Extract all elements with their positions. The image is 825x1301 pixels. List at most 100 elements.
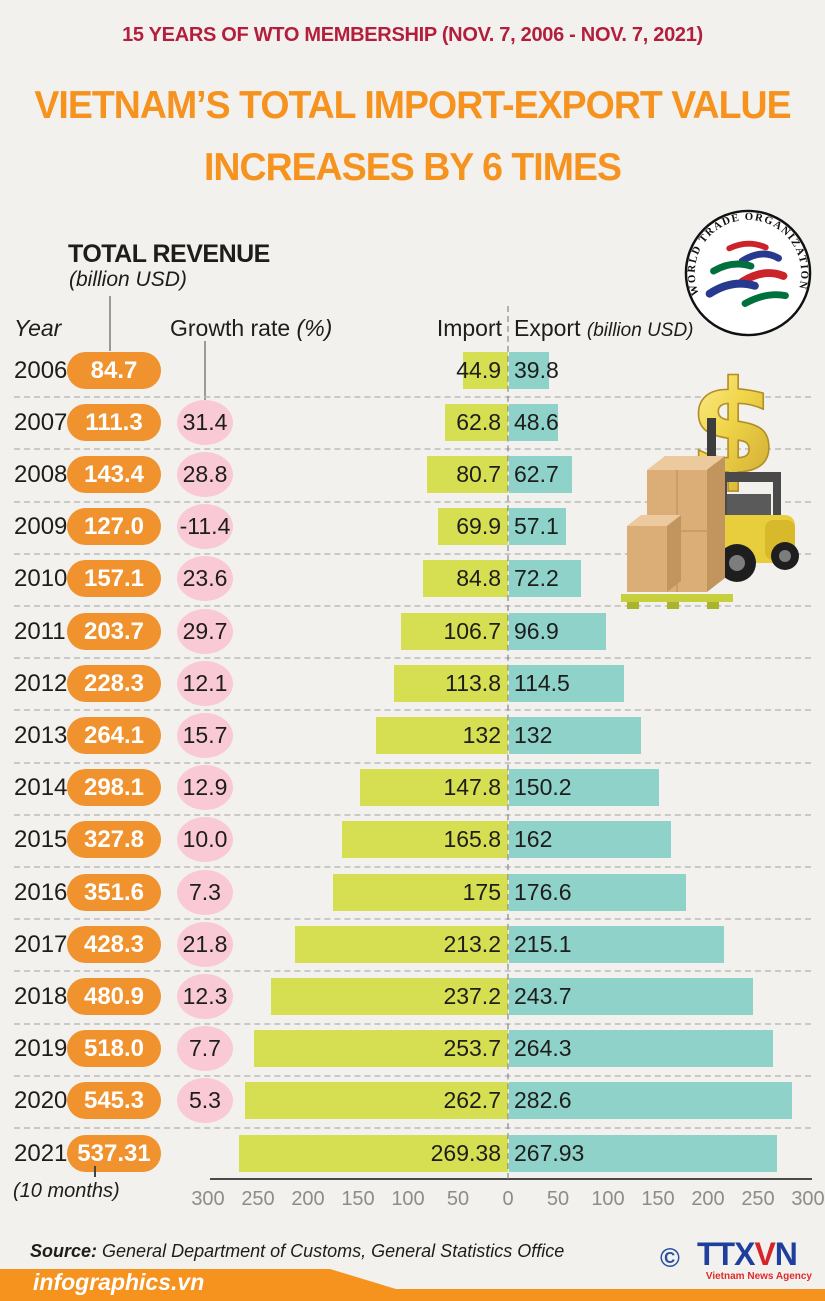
total-revenue-pill: 228.3 [67,664,161,702]
export-header-text: Export [514,315,587,341]
export-value-label: 48.6 [514,408,559,435]
row-separator-dashed [14,448,811,451]
table-row: 2010 157.1 23.6 84.8 72.2 [0,556,825,602]
year-label: 2015 [14,826,68,854]
row-separator-dashed [14,709,811,712]
growth-rate-bubble: 15.7 [177,712,233,758]
row-separator-dashed [14,657,811,660]
export-bar [509,1082,792,1120]
brand-banner [0,1269,825,1301]
import-value-label: 69.9 [456,513,501,540]
axis-tick-label: 300 [191,1188,225,1210]
axis-tick-label: 0 [502,1188,514,1210]
growth-rate-bubble: 7.3 [177,869,233,915]
wto-logo: WORLD TRADE ORGANIZATION [684,209,812,337]
table-row: 2006 84.7 44.9 39.8 [0,351,825,389]
import-value-label: 262.7 [443,1087,501,1114]
import-value-label: 106.7 [443,617,501,644]
row-separator-dashed [14,552,811,555]
import-value-label: 44.9 [456,356,501,383]
growth-rate-bubble: -11.4 [177,504,233,550]
source-label: Source: [30,1241,98,1261]
table-row: 2016 351.6 7.3 175 176.6 [0,869,825,915]
import-bar [254,1030,508,1068]
export-value-label: 72.2 [514,565,559,592]
membership-subtitle: 15 YEARS OF WTO MEMBERSHIP (NOV. 7, 2006… [122,24,703,46]
total-revenue-pill: 327.8 [67,821,161,859]
export-value-label: 282.6 [514,1087,572,1114]
export-bar [509,351,549,389]
export-bar [509,873,686,911]
growth-rate-bubble: 21.8 [177,921,233,967]
table-row: 2015 327.8 10.0 165.8 162 [0,817,825,863]
growth-rate-bubble: 23.6 [177,556,233,602]
row-separator-dashed [14,1126,811,1129]
total-revenue-pill: 518.0 [67,1030,161,1068]
total-revenue-pill: 84.7 [67,351,161,389]
total-revenue-unit: (billion USD) [69,268,187,291]
table-row: 2009 127.0 -11.4 69.9 57.1 [0,504,825,550]
table-row: 2011 203.7 29.7 106.7 96.9 [0,608,825,654]
vietnam-news-agency-label: Vietnam News Agency [705,1271,812,1282]
total-revenue-pill: 143.4 [67,455,161,493]
source-line: Source: General Department of Customs, G… [30,1241,564,1262]
copyright-icon: © [660,1243,680,1273]
growth-header-text: Growth rate [170,315,297,341]
year-column-header: Year [14,315,62,341]
total-revenue-pill: 111.3 [67,403,161,441]
export-value-label: 57.1 [514,513,559,540]
export-value-label: 162 [514,826,553,853]
export-value-label: 150.2 [514,774,572,801]
export-bar [509,716,641,754]
forklift-cargo-illustration: $ [621,360,799,609]
import-bar [360,769,508,807]
axis-tick-label: 250 [241,1188,275,1210]
source-text: General Department of Customs, General S… [97,1241,565,1261]
export-value-label: 114.5 [514,669,570,696]
row-separator-dashed [14,1022,811,1025]
total-revenue-label: TOTAL REVENUE [68,240,270,268]
year-label: 2020 [14,1087,68,1115]
axis-tick-label: 250 [741,1188,775,1210]
export-bar [509,560,582,598]
row-separator-dashed [14,918,811,921]
row-separator-dashed [14,970,811,973]
table-row: 2020 545.3 5.3 262.7 282.6 [0,1078,825,1124]
export-column-header: Export (billion USD) [514,315,694,342]
import-bar [445,403,508,441]
export-bar [509,1134,777,1172]
ttxvn-blue-letter-n: N [774,1236,798,1272]
axis-tick-label: 50 [546,1188,570,1210]
year-label: 2016 [14,878,68,906]
table-row: 2021 537.31 269.38 267.93 [0,1134,825,1172]
year-label: 2009 [14,513,68,541]
export-value-label: 243.7 [514,982,572,1009]
row-separator-dashed [14,761,811,764]
export-bar [509,612,606,650]
growth-rate-bubble: 7.7 [177,1026,233,1072]
import-value-label: 80.7 [456,460,501,487]
growth-rate-bubble: 29.7 [177,608,233,654]
table-row: 2012 228.3 12.1 113.8 114.5 [0,660,825,706]
x-axis-line [210,1178,812,1180]
row-separator-dashed [14,500,811,503]
axis-tick-label: 300 [791,1188,825,1210]
axis-tick-label: 100 [391,1188,425,1210]
import-bar [463,351,508,389]
export-value-label: 39.8 [514,356,559,383]
import-value-label: 165.8 [443,826,501,853]
cargo-boxes-icon [621,456,733,609]
import-value-label: 253.7 [443,1035,501,1062]
year-label: 2019 [14,1035,68,1063]
growth-rate-bubble: 28.8 [177,451,233,497]
export-bar [509,403,558,441]
infographics-brand: infographics.vn [33,1269,205,1295]
import-value-label: 132 [462,721,501,748]
ttxvn-red-letter: V [754,1236,775,1272]
axis-tick-label: 200 [291,1188,325,1210]
import-column-header: Import [436,315,502,341]
import-bar [238,1134,508,1172]
import-bar [294,925,508,963]
axis-tick-label: 100 [591,1188,625,1210]
import-value-label: 213.2 [443,930,501,957]
